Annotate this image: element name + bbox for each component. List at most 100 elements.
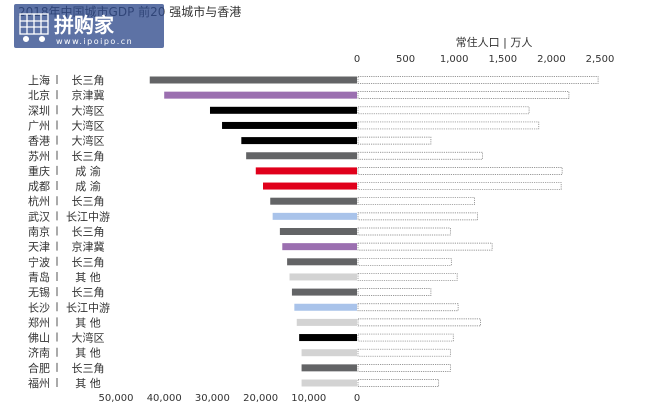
region-label: 成 渝	[75, 179, 101, 193]
cart-icon	[19, 13, 49, 43]
city-label: 佛山	[28, 332, 50, 345]
city-label: 香港	[28, 135, 50, 148]
gdp-bar	[301, 379, 357, 387]
table-row: 北京 京津冀	[28, 88, 570, 102]
table-row: 长沙 长江中游	[28, 301, 459, 314]
table-row: 苏州 长三角	[28, 150, 483, 163]
table-row: 南京 长三角	[28, 225, 451, 239]
left-axis-ticks: 50,000 40,000 30,000 20,000 10,000 0	[99, 393, 361, 404]
chart-rows: 上海 长三角北京 京津冀深圳 大湾区广州 大湾区香港 大湾区苏州 长三角重庆成 渝成都成 渝…	[28, 73, 599, 390]
city-label: 青岛	[28, 270, 50, 284]
region-label: 长三角	[72, 150, 105, 163]
logo-name: 拼购家	[54, 13, 115, 37]
city-label: 深圳	[28, 104, 50, 117]
city-label: 北京	[28, 88, 50, 102]
population-bar	[357, 288, 432, 296]
left-tick-label: 40,000	[147, 393, 182, 404]
table-row: 深圳 大湾区	[28, 103, 530, 117]
gdp-bar	[272, 212, 357, 220]
city-label: 合肥	[28, 361, 50, 375]
population-bar	[357, 379, 440, 387]
city-label: 天津	[28, 241, 50, 254]
left-tick-label: 20,000	[243, 393, 278, 404]
table-row: 青岛 其 他	[28, 270, 458, 284]
region-label: 长三角	[72, 226, 105, 239]
city-label: 杭州	[28, 194, 50, 208]
population-bar	[357, 364, 451, 372]
gdp-bar	[299, 334, 357, 342]
gdp-bar	[296, 318, 357, 326]
left-tick-label: 30,000	[195, 393, 230, 404]
city-label: 武汉	[28, 210, 50, 223]
population-bar	[357, 273, 458, 281]
city-label: 苏州	[28, 150, 50, 163]
city-label: 福州	[28, 376, 50, 390]
table-row: 成都 成 渝	[28, 179, 562, 193]
table-row: 上海 长三角	[28, 73, 599, 87]
city-label: 郑州	[28, 315, 50, 329]
gdp-bar	[209, 106, 357, 114]
region-label: 长江中游	[66, 301, 110, 314]
region-label: 京津冀	[72, 240, 105, 254]
region-label: 成 渝	[75, 164, 101, 178]
gdp-bar	[255, 167, 357, 175]
right-tick-label: 1,000	[440, 54, 469, 65]
table-row: 武汉 长江中游	[28, 210, 478, 223]
right-axis-label: 常住人口 | 万人	[456, 35, 533, 49]
right-tick-label: 1,500	[488, 54, 517, 65]
region-label: 大湾区	[72, 331, 105, 345]
region-label: 长三角	[72, 362, 105, 375]
gdp-bar	[246, 152, 357, 160]
gdp-bar	[294, 303, 357, 311]
region-label: 京津冀	[72, 88, 105, 102]
right-tick-label: 500	[396, 54, 415, 65]
table-row: 天津 京津冀	[28, 240, 493, 254]
region-label: 大湾区	[72, 103, 105, 117]
gdp-bar	[149, 76, 357, 84]
table-row: 重庆 成 渝	[28, 164, 563, 178]
population-bar	[357, 242, 493, 251]
gdp-bar	[222, 121, 357, 129]
region-label: 长三角	[72, 74, 105, 87]
table-row: 合肥 长三角	[28, 361, 451, 375]
region-label: 其 他	[75, 271, 101, 284]
table-row: 无锡 长三角	[28, 285, 432, 299]
region-label: 其 他	[75, 316, 101, 329]
population-bar	[357, 106, 530, 115]
population-bar	[357, 197, 475, 206]
gdp-bar	[164, 91, 357, 99]
population-bar	[357, 167, 563, 175]
table-row: 香港 大湾区	[28, 134, 432, 148]
population-bar	[357, 227, 451, 236]
population-bar	[357, 76, 599, 84]
city-label: 宁波	[28, 255, 50, 269]
population-bar	[357, 318, 481, 327]
gdp-bar	[291, 288, 357, 296]
table-row: 郑州 其 他	[28, 315, 481, 329]
population-bar	[357, 303, 459, 312]
population-bar	[357, 348, 451, 357]
logo-url: www.ipoipo.cn	[56, 37, 133, 46]
region-label: 其 他	[75, 377, 101, 390]
gdp-bar	[279, 228, 357, 235]
region-label: 长三角	[72, 286, 105, 299]
city-label: 成都	[28, 180, 50, 193]
region-label: 长江中游	[66, 210, 110, 223]
city-label: 上海	[28, 73, 50, 87]
population-bar	[357, 151, 483, 160]
region-label: 大湾区	[72, 118, 105, 132]
right-tick-label: 2,500	[586, 54, 615, 65]
gdp-bar	[301, 364, 357, 372]
population-bar	[357, 121, 540, 130]
table-row: 佛山 大湾区	[28, 331, 454, 345]
population-bar	[357, 182, 562, 190]
region-label: 长三角	[72, 256, 105, 269]
population-bar	[357, 212, 478, 221]
table-row: 杭州 长三角	[28, 194, 475, 208]
gdp-bar	[241, 137, 357, 145]
site-logo: 拼购家 www.ipoipo.cn	[14, 4, 164, 48]
region-label: 大湾区	[72, 134, 105, 148]
table-row: 宁波 长三角	[28, 255, 452, 269]
population-bar	[357, 333, 454, 342]
